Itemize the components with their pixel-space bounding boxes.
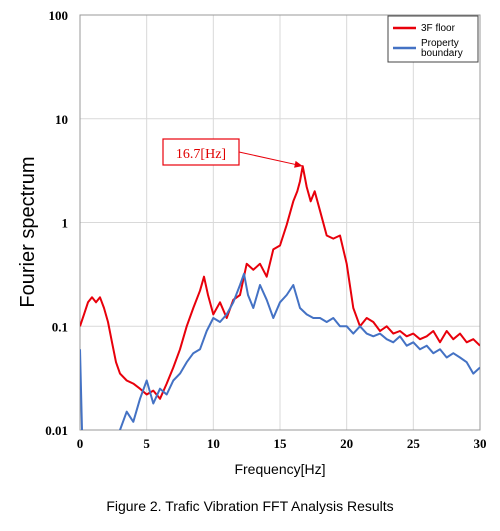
y-tick-labels: 0.01 0.1 1 10 100 [45,8,68,438]
x-tick-labels: 0 5 10 15 20 25 30 [77,436,487,451]
y-tick-label-1: 0.1 [52,319,68,334]
y-axis-label: Fourier spectrum [17,156,39,307]
legend-box [387,15,479,63]
series-line-0 [80,165,480,400]
plot-frame [79,14,481,431]
figure-caption: Figure 2. Trafic Vibration FFT Analysis … [106,498,394,514]
y-tick-label-2: 1 [62,216,69,231]
grid [79,14,481,431]
x-tick-label-5: 25 [407,436,421,451]
y-tick-label-4: 100 [49,8,69,23]
legend-label-1: Property boundary [421,38,463,59]
peak-annotation: 16.7[Hz] [162,138,303,168]
x-tick-label-2: 10 [207,436,220,451]
series-line-1 [80,272,480,430]
x-axis-label: Frequency[Hz] [234,461,325,477]
y-tick-label-3: 10 [55,112,68,127]
series-lines [80,165,480,430]
annotation-box [162,138,240,166]
annotation-text: 16.7[Hz] [176,147,226,162]
annotation-arrow-line [238,151,303,167]
x-tick-label-4: 20 [340,436,353,451]
annotation-arrow-head [294,160,303,168]
y-tick-label-0: 0.01 [45,423,68,438]
legend-label-0: 3F floor [421,23,456,34]
x-tick-label-1: 5 [143,436,150,451]
x-tick-label-6: 30 [474,436,487,451]
x-tick-label-0: 0 [77,436,84,451]
x-tick-label-3: 15 [274,436,288,451]
legend: 3F floor Property boundary [387,15,479,63]
